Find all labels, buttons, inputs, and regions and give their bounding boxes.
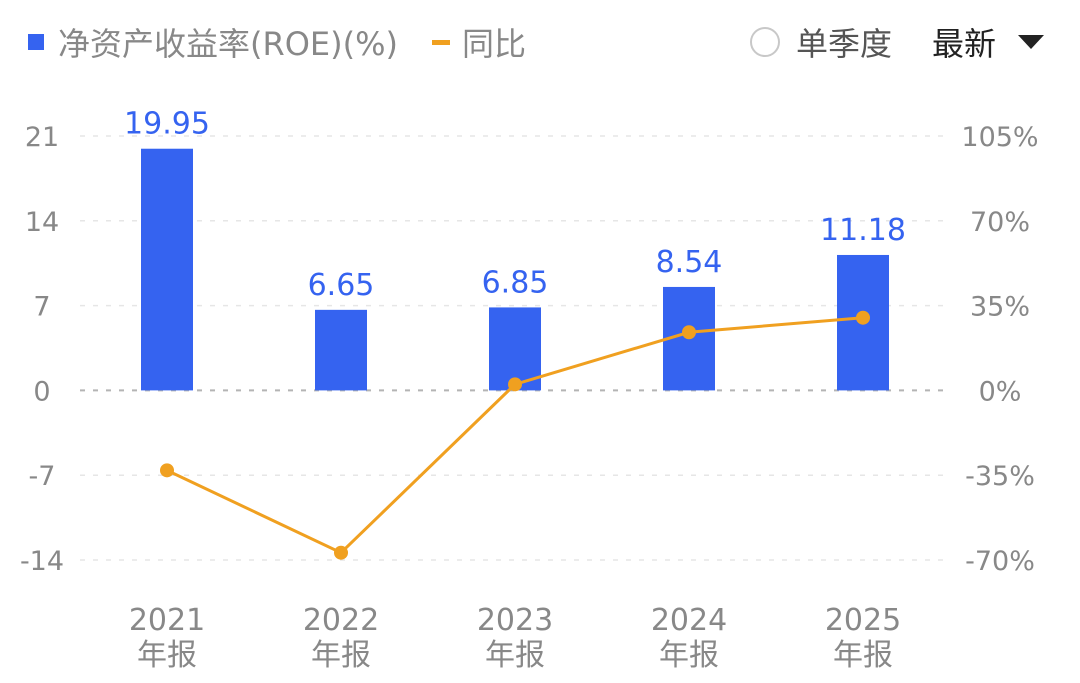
legend-label-yoy: 同比 bbox=[462, 25, 527, 63]
y-right-tick-label: -35% bbox=[965, 461, 1035, 492]
y-left-tick-label: -7 bbox=[29, 461, 56, 492]
roe-bar bbox=[315, 309, 367, 391]
period-dropdown[interactable]: 最新 bbox=[932, 19, 1044, 65]
legend-swatch-bar bbox=[28, 34, 44, 50]
legend-swatch-line bbox=[432, 39, 450, 45]
y-left-tick-label: -14 bbox=[20, 546, 64, 577]
legend-label-roe: 净资产收益率(ROE)(%) bbox=[58, 25, 398, 63]
x-tick-year: 2024 bbox=[651, 603, 727, 638]
chart-controls: 单季度 最新 bbox=[749, 18, 1044, 66]
x-tick-year: 2023 bbox=[477, 603, 553, 638]
y-right-tick-label: 70% bbox=[970, 207, 1030, 238]
y-right-tick-label: 0% bbox=[979, 376, 1022, 407]
x-tick-year: 2021 bbox=[129, 603, 205, 638]
y-left-tick-label: 7 bbox=[33, 292, 50, 323]
roe-bar bbox=[489, 307, 541, 391]
y-right-tick-label: 35% bbox=[970, 292, 1030, 323]
roe-bar-value-label: 6.65 bbox=[308, 268, 375, 303]
x-tick-type: 年报 bbox=[137, 638, 197, 673]
legend-item-roe[interactable]: 净资产收益率(ROE)(%) bbox=[28, 19, 398, 65]
period-dropdown-value: 最新 bbox=[931, 25, 996, 63]
y-left-tick-label: 21 bbox=[25, 122, 59, 153]
roe-bar-value-label: 19.95 bbox=[124, 107, 210, 142]
roe-bar-value-label: 11.18 bbox=[820, 213, 906, 248]
y-left-tick-label: 0 bbox=[33, 376, 50, 407]
yoy-point bbox=[682, 325, 696, 340]
legend-item-yoy[interactable]: 同比 bbox=[432, 19, 526, 65]
x-tick-type: 年报 bbox=[311, 638, 371, 673]
x-tick-type: 年报 bbox=[833, 638, 893, 673]
x-tick-type: 年报 bbox=[485, 638, 545, 673]
roe-bar-value-label: 6.85 bbox=[482, 265, 549, 300]
y-right-tick-label: -70% bbox=[965, 546, 1035, 577]
single-quarter-label[interactable]: 单季度 bbox=[795, 25, 892, 63]
x-tick-year: 2022 bbox=[303, 603, 379, 638]
yoy-point bbox=[508, 377, 522, 392]
single-quarter-radio[interactable] bbox=[749, 27, 780, 57]
yoy-point bbox=[856, 310, 870, 325]
yoy-point bbox=[160, 463, 174, 478]
y-left-tick-label: 14 bbox=[25, 207, 59, 238]
x-tick-type: 年报 bbox=[659, 638, 719, 673]
x-tick-year: 2025 bbox=[825, 603, 901, 638]
roe-bar bbox=[141, 148, 193, 391]
chevron-down-icon bbox=[1018, 35, 1044, 49]
y-right-tick-label: 105% bbox=[961, 122, 1038, 153]
roe-bar-value-label: 8.54 bbox=[656, 245, 723, 280]
yoy-point bbox=[334, 545, 348, 560]
chart-legend: 净资产收益率(ROE)(%) 同比 bbox=[28, 18, 560, 66]
